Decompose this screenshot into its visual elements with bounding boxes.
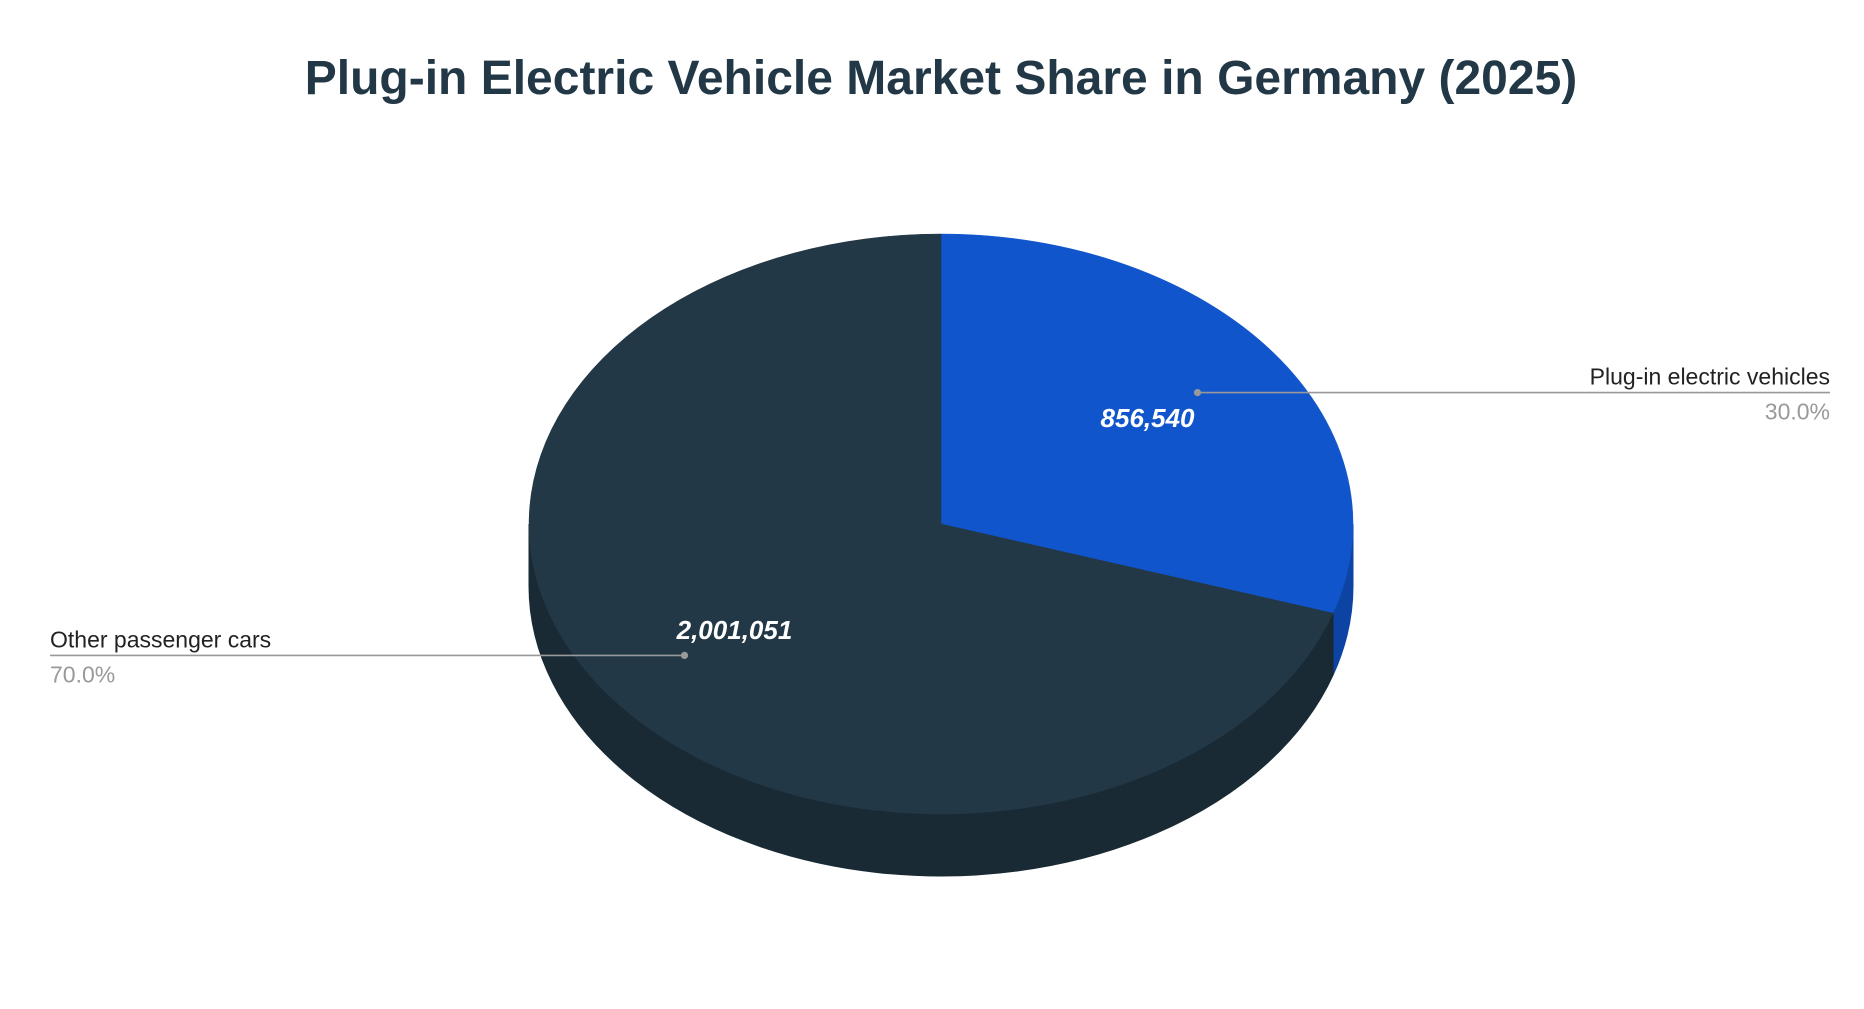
leader-dot	[1193, 389, 1202, 397]
slice-value-label: 856,540	[1101, 403, 1196, 433]
slice-percent-label: 30.0%	[1765, 399, 1830, 425]
slice-name-label: Plug-in electric vehicles	[1590, 364, 1830, 390]
slice-name-label: Other passenger cars	[50, 626, 271, 652]
slice-labels: 856,540 2,001,051 Plug-in electric vehicle…	[50, 364, 1830, 687]
slice-percent-label: 70.0%	[50, 661, 115, 687]
leader-dot	[680, 651, 689, 660]
chart-title: Plug-in Electric Vehicle Market Share in…	[305, 52, 1578, 105]
slice-value-label: 2,001,051	[676, 615, 793, 645]
pie-group	[528, 233, 1354, 877]
pie-slice-1	[528, 233, 1334, 815]
pie-slice-0	[940, 233, 1354, 614]
